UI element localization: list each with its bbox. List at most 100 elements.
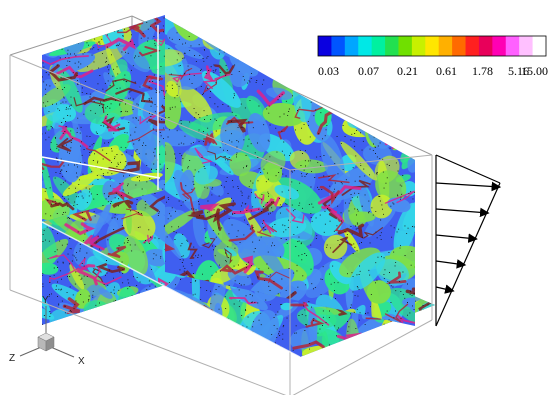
triad-cube-icon: [37, 332, 55, 352]
vortex-streak: [207, 150, 232, 161]
field-region: [102, 180, 119, 202]
field-region: [157, 312, 165, 325]
inflow-velocity-profile: [435, 154, 502, 327]
vortex-streak: [153, 36, 165, 47]
vortex-streak: [181, 187, 196, 200]
field-region: [372, 101, 414, 129]
field-region: [123, 235, 149, 275]
field-region: [401, 133, 415, 170]
field-region: [179, 86, 213, 123]
field-region: [42, 304, 55, 320]
vortex-streak: [142, 234, 154, 244]
field-region: [287, 18, 326, 29]
vortex-streak: [117, 22, 144, 34]
field-region: [295, 159, 329, 174]
field-region: [142, 94, 162, 119]
vortex-streak: [172, 72, 202, 83]
vortex-streak: [127, 129, 165, 143]
field-region: [59, 337, 88, 349]
field-region: [253, 29, 296, 58]
field-region: [230, 18, 273, 47]
vortex-streak: [163, 312, 165, 323]
vortex-streak: [256, 89, 285, 107]
field-region: [277, 18, 321, 32]
vortex-streak: [285, 208, 305, 224]
field-region: [348, 252, 386, 291]
vortex-streak: [194, 147, 213, 164]
vortex-streak: [90, 15, 108, 25]
vortex-streak: [42, 272, 46, 289]
colorbar-swatch: [452, 36, 466, 56]
field-region: [177, 316, 198, 357]
vortex-streak: [374, 18, 401, 28]
vortex-streak: [197, 313, 211, 330]
field-region: [393, 202, 415, 256]
field-region: [62, 325, 86, 340]
vortex-streak: [49, 254, 75, 270]
field-region: [178, 169, 195, 202]
field-region: [129, 127, 159, 170]
vortex-streak: [148, 308, 162, 320]
field-region: [359, 82, 403, 96]
vortex-streak: [264, 196, 280, 207]
colorbar-swatch: [344, 36, 359, 56]
vortex-streak: [320, 204, 337, 214]
vortex-streak: [168, 67, 193, 80]
vortex-streak: [78, 257, 89, 271]
field-region: [56, 336, 85, 348]
vortex-streak: [262, 219, 275, 234]
colorbar-tick-label: 0.21: [397, 64, 418, 78]
vortex-streak: [272, 18, 301, 32]
field-region: [233, 18, 251, 60]
field-region: [165, 49, 184, 67]
field-region: [229, 152, 252, 177]
colorbar-swatch: [519, 36, 533, 56]
colorbar-swatch: [425, 36, 440, 56]
field-region: [93, 201, 112, 236]
vortex-streak: [415, 346, 435, 357]
vortex-streak: [55, 65, 94, 79]
vortex-streak: [187, 210, 205, 219]
colorbar-swatch: [371, 36, 386, 56]
colorbar-swatch: [398, 36, 413, 56]
slice-intersection-lines: [41, 25, 301, 358]
field-region: [130, 315, 153, 325]
vortex-streak: [294, 106, 325, 119]
vortex-streak: [411, 90, 415, 100]
vortex-streak: [73, 97, 105, 113]
field-region: [194, 165, 218, 185]
field-region: [314, 106, 332, 128]
field-region: [47, 15, 64, 33]
field-region: [106, 326, 139, 357]
field-region: [230, 284, 268, 311]
domain-box-front: [9, 54, 433, 395]
field-region: [271, 351, 281, 357]
field-region: [387, 197, 411, 213]
vortex-streak: [336, 332, 362, 345]
vortex-streak: [121, 208, 143, 220]
field-region: [96, 313, 119, 325]
vortex-streak: [59, 127, 89, 149]
vortex-streak: [58, 125, 72, 135]
colorbar-swatch: [478, 36, 493, 56]
vortex-streak: [202, 73, 231, 90]
vortex-streak: [219, 264, 251, 275]
vortex-streak: [305, 318, 325, 328]
field-region: [323, 234, 348, 260]
field-region: [290, 20, 321, 64]
vortex-streak: [228, 296, 257, 305]
colorbar-tick-label: 15.00: [521, 64, 548, 78]
vortex-streak: [362, 352, 371, 357]
vortex-streak: [111, 182, 126, 198]
field-region: [267, 217, 307, 238]
field-region: [274, 184, 300, 200]
vortex-streak: [103, 115, 121, 132]
field-region: [130, 172, 163, 182]
velocity-arrow: [435, 207, 490, 218]
field-region: [285, 25, 308, 44]
vortex-streak: [332, 236, 353, 254]
velocity-arrow: [435, 233, 478, 243]
vortex-streak: [179, 181, 196, 215]
field-region: [97, 320, 121, 357]
field-region: [161, 320, 189, 343]
